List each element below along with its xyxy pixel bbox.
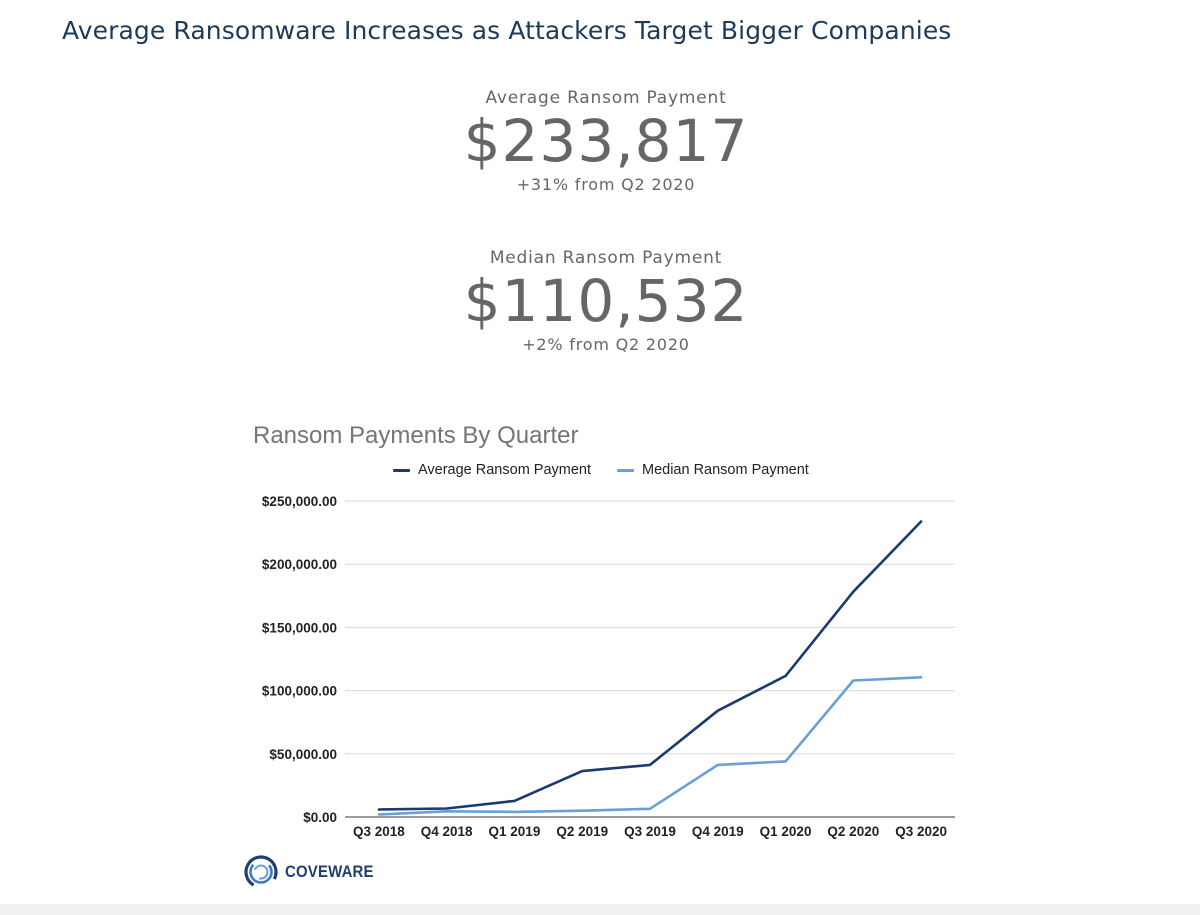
average-ransom-stat: Average Ransom Payment $233,817 +31% fro… (0, 88, 1200, 194)
x-tick-label: Q1 2019 (489, 824, 541, 839)
y-tick-label: $0.00 (303, 810, 337, 825)
x-tick-label: Q2 2019 (556, 824, 608, 839)
bottom-band (0, 904, 1200, 915)
legend-swatch-median (617, 468, 634, 472)
median-ransom-line (377, 675, 923, 816)
y-tick-label: $150,000.00 (262, 620, 337, 635)
average-ransom-label: Average Ransom Payment (485, 88, 727, 108)
coveware-ring-logo-icon (244, 855, 278, 889)
average-ransom-change: +31% from Q2 2020 (516, 175, 696, 194)
x-tick-label: Q2 2020 (827, 824, 879, 839)
coveware-logo: COVEWARE (243, 854, 386, 890)
x-tick-label: Q4 2018 (421, 824, 473, 839)
legend-label-average: Average Ransom Payment (418, 462, 592, 478)
average-ransom-value: $233,817 (463, 107, 749, 175)
legend-item-average: Average Ransom Payment (393, 462, 591, 478)
legend-item-median: Median Ransom Payment (617, 462, 809, 478)
y-tick-label: $50,000.00 (269, 747, 337, 762)
chart-legend: Average Ransom Payment Median Ransom Pay… (0, 462, 1200, 482)
legend-label-median: Median Ransom Payment (642, 462, 809, 478)
median-ransom-stat: Median Ransom Payment $110,532 +2% from … (0, 248, 1200, 354)
y-tick-label: $100,000.00 (262, 684, 337, 699)
x-tick-label: Q1 2020 (760, 824, 812, 839)
median-ransom-label: Median Ransom Payment (489, 248, 723, 268)
coveware-logo-text: COVEWARE (285, 862, 374, 881)
y-tick-label: $200,000.00 (262, 557, 337, 572)
x-tick-label: Q3 2018 (353, 824, 405, 839)
x-tick-label: Q3 2020 (895, 824, 947, 839)
page-title: Average Ransomware Increases as Attacker… (62, 16, 952, 45)
legend-swatch-average (393, 468, 410, 472)
y-tick-label: $250,000.00 (262, 494, 337, 509)
x-tick-label: Q3 2019 (624, 824, 676, 839)
x-tick-label: Q4 2019 (692, 824, 744, 839)
median-ransom-value: $110,532 (463, 267, 749, 335)
average-ransom-line (377, 520, 923, 811)
median-ransom-change: +2% from Q2 2020 (522, 335, 690, 354)
chart-title: Ransom Payments By Quarter (253, 422, 579, 449)
